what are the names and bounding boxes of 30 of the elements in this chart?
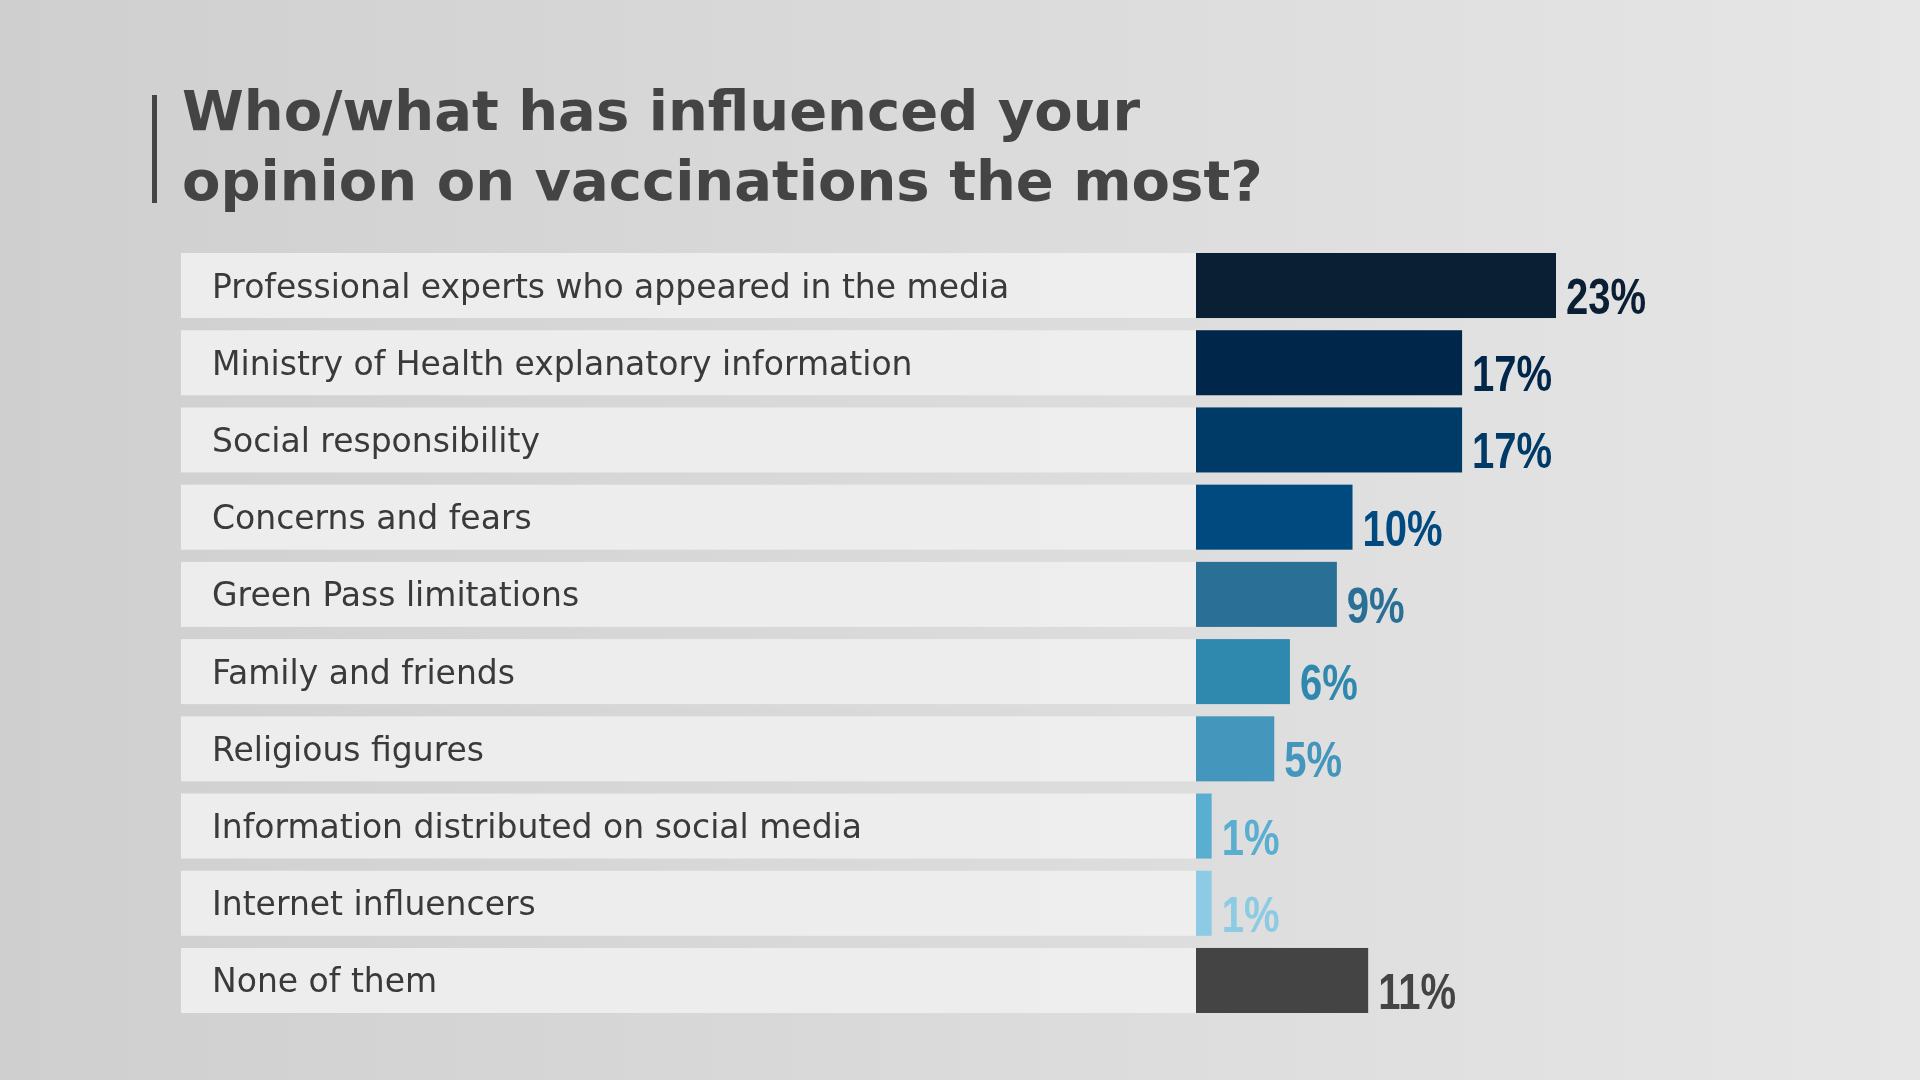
- bar: [1196, 407, 1463, 473]
- y-tick-label: Social responsibility: [212, 420, 541, 460]
- bar: [1196, 793, 1212, 859]
- y-tick-label: Ministry of Health explanatory information: [212, 343, 913, 383]
- y-tick-label: Green Pass limitations: [212, 575, 580, 615]
- y-tick-label: Family and friends: [212, 652, 515, 692]
- y-tick-label: Professional experts who appeared in the media: [212, 266, 1010, 306]
- data-label: 9%: [1346, 577, 1405, 634]
- y-tick-label: Religious figures: [212, 729, 484, 769]
- bar: [1196, 484, 1353, 550]
- data-label: 17%: [1472, 423, 1553, 480]
- y-tick-label: None of them: [212, 961, 438, 1001]
- data-label: 17%: [1472, 345, 1553, 403]
- data-label: 11%: [1378, 963, 1457, 1021]
- data-label: 1%: [1221, 809, 1280, 866]
- bar: [1196, 561, 1337, 627]
- bar: [1196, 639, 1290, 705]
- data-label: 10%: [1362, 500, 1443, 557]
- bar: [1196, 947, 1369, 1013]
- bar: [1196, 330, 1463, 396]
- data-label: 6%: [1299, 654, 1358, 712]
- data-label: 23%: [1566, 268, 1647, 326]
- text: Who/what has influenced your opinion on vaccinations the most?: [182, 78, 1263, 213]
- bar: [1196, 870, 1212, 936]
- data-label: 5%: [1284, 732, 1343, 789]
- data-label: 1%: [1221, 886, 1280, 943]
- bar: [1196, 716, 1275, 782]
- y-tick-label: Concerns and fears: [212, 498, 532, 538]
- y-tick-label: Internet influencers: [212, 884, 536, 924]
- y-tick-label: Information distributed on social media: [212, 807, 862, 847]
